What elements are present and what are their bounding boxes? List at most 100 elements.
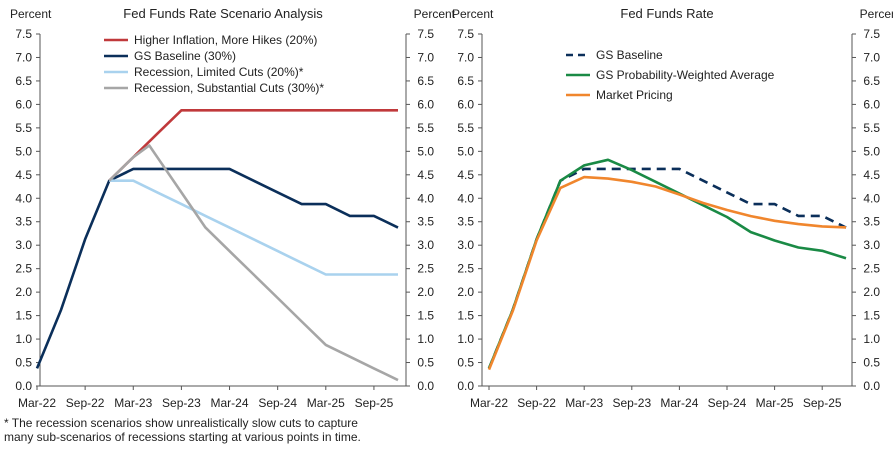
y-tick-label-right: 5.0	[417, 144, 434, 158]
y-tick-label-right: 4.0	[417, 191, 434, 205]
y-tick-label-left: 3.0	[15, 238, 32, 252]
series-line-2	[35, 167, 399, 369]
y-tick-label-right: 7.0	[863, 50, 880, 64]
y-tick-label-left: 1.5	[15, 309, 32, 323]
y-tick-label-left: 3.0	[457, 238, 474, 252]
y-tick-label-left: 0.0	[457, 379, 474, 393]
chart-title: Fed Funds Rate Scenario Analysis	[123, 6, 323, 21]
y-tick-label-right: 6.5	[863, 74, 880, 88]
y-tick-label-left: 1.0	[457, 332, 474, 346]
y-tick-label-left: 0.5	[457, 356, 474, 370]
chart-panel-1: Fed Funds Rate Scenario Analysis Percent P…	[10, 6, 456, 410]
y-tick-label-right: 5.5	[863, 121, 880, 135]
x-tick-label: Sep-24	[708, 396, 747, 410]
y-tick-label-right: 2.5	[863, 262, 880, 276]
x-tick-label: Sep-25	[803, 396, 842, 410]
y-tick-label-left: 5.5	[15, 121, 32, 135]
y-tick-label-right: 1.5	[863, 309, 880, 323]
y-tick-label-left: 4.0	[15, 191, 32, 205]
y-tick-label-left: 4.5	[457, 168, 474, 182]
series-line-1	[487, 167, 847, 369]
series-line-3	[109, 179, 398, 276]
y-tick-label-right: 6.0	[863, 97, 880, 111]
y-tick-label-left: 0.5	[15, 356, 32, 370]
y-tick-label-left: 4.5	[15, 168, 32, 182]
y-tick-label-left: 2.5	[15, 262, 32, 276]
chart-panel-2: Fed Funds Rate Percent Percent 0.0 0.0 0.5 0.5…	[452, 6, 893, 410]
y-tick-label-right: 7.5	[417, 27, 434, 41]
series-line-1	[108, 109, 398, 182]
y-axis-label-left: Percent	[452, 7, 494, 21]
y-tick-label-left: 2.5	[457, 262, 474, 276]
legend-label-1: GS Baseline	[596, 48, 663, 62]
footnote: * The recession scenarios show unrealist…	[4, 416, 361, 444]
chart-title: Fed Funds Rate	[620, 6, 713, 21]
y-tick-label-left: 3.5	[457, 215, 474, 229]
y-tick-label-left: 6.5	[15, 74, 32, 88]
y-tick-label-left: 3.5	[15, 215, 32, 229]
legend-label-3: Recession, Limited Cuts (20%)*	[134, 65, 304, 79]
y-tick-label-right: 1.0	[417, 332, 434, 346]
y-tick-label-left: 5.0	[457, 144, 474, 158]
x-tick-label: Mar-22	[18, 396, 56, 410]
x-tick-label: Sep-23	[162, 396, 201, 410]
y-tick-label-right: 3.0	[417, 238, 434, 252]
y-axis-label-right: Percent	[414, 7, 456, 21]
series-line-3	[487, 175, 847, 371]
y-tick-label-right: 5.5	[417, 121, 434, 135]
y-axis-label-right: Percent	[860, 7, 893, 21]
legend-label-1: Higher Inflation, More Hikes (20%)	[134, 33, 317, 47]
y-tick-label-left: 6.5	[457, 74, 474, 88]
y-tick-label-left: 1.0	[15, 332, 32, 346]
y-tick-label-right: 4.5	[417, 168, 434, 182]
y-tick-label-left: 7.0	[15, 50, 32, 64]
series-line-2	[487, 158, 847, 369]
x-tick-label: Mar-23	[114, 396, 152, 410]
y-tick-label-right: 3.0	[863, 238, 880, 252]
y-axis-label-left: Percent	[10, 7, 52, 21]
y-tick-label-left: 7.0	[457, 50, 474, 64]
x-tick-label: Mar-25	[756, 396, 794, 410]
x-tick-label: Mar-24	[211, 396, 249, 410]
x-tick-label: Mar-24	[660, 396, 698, 410]
x-tick-label: Sep-22	[66, 396, 105, 410]
series-line-4	[108, 144, 399, 382]
footnote-line-1: * The recession scenarios show unrealist…	[4, 416, 358, 430]
y-tick-label-left: 7.5	[15, 27, 32, 41]
y-tick-label-left: 7.5	[457, 27, 474, 41]
y-tick-label-right: 3.5	[863, 215, 880, 229]
y-tick-label-right: 2.0	[417, 285, 434, 299]
y-tick-label-left: 5.0	[15, 144, 32, 158]
x-tick-label: Sep-22	[517, 396, 556, 410]
x-tick-label: Mar-22	[470, 396, 508, 410]
legend-label-3: Market Pricing	[596, 88, 673, 102]
legend-label-2: GS Baseline (30%)	[134, 49, 236, 63]
y-tick-label-right: 1.5	[417, 309, 434, 323]
y-tick-label-right: 4.5	[863, 168, 880, 182]
y-tick-label-left: 2.0	[457, 285, 474, 299]
y-tick-label-right: 0.0	[863, 379, 880, 393]
y-tick-label-left: 1.5	[457, 309, 474, 323]
x-tick-label: Mar-23	[565, 396, 603, 410]
legend-label-2: GS Probability-Weighted Average	[596, 68, 775, 82]
y-tick-label-right: 3.5	[417, 215, 434, 229]
legend-label-4: Recession, Substantial Cuts (30%)*	[134, 81, 324, 95]
y-tick-label-right: 4.0	[863, 191, 880, 205]
y-tick-label-right: 0.5	[417, 356, 434, 370]
y-tick-label-right: 1.0	[863, 332, 880, 346]
y-tick-label-right: 7.0	[417, 50, 434, 64]
x-tick-label: Sep-25	[355, 396, 394, 410]
y-tick-label-left: 6.0	[15, 97, 32, 111]
y-tick-label-left: 6.0	[457, 97, 474, 111]
footnote-line-2: many sub-scenarios of recessions startin…	[4, 430, 361, 444]
y-tick-label-right: 0.0	[417, 379, 434, 393]
x-tick-label: Mar-25	[307, 396, 345, 410]
y-tick-label-right: 6.0	[417, 97, 434, 111]
y-tick-label-right: 2.5	[417, 262, 434, 276]
y-tick-label-right: 6.5	[417, 74, 434, 88]
x-tick-label: Sep-23	[612, 396, 651, 410]
y-tick-label-left: 0.0	[15, 379, 32, 393]
x-tick-label: Sep-24	[258, 396, 297, 410]
y-tick-label-right: 5.0	[863, 144, 880, 158]
